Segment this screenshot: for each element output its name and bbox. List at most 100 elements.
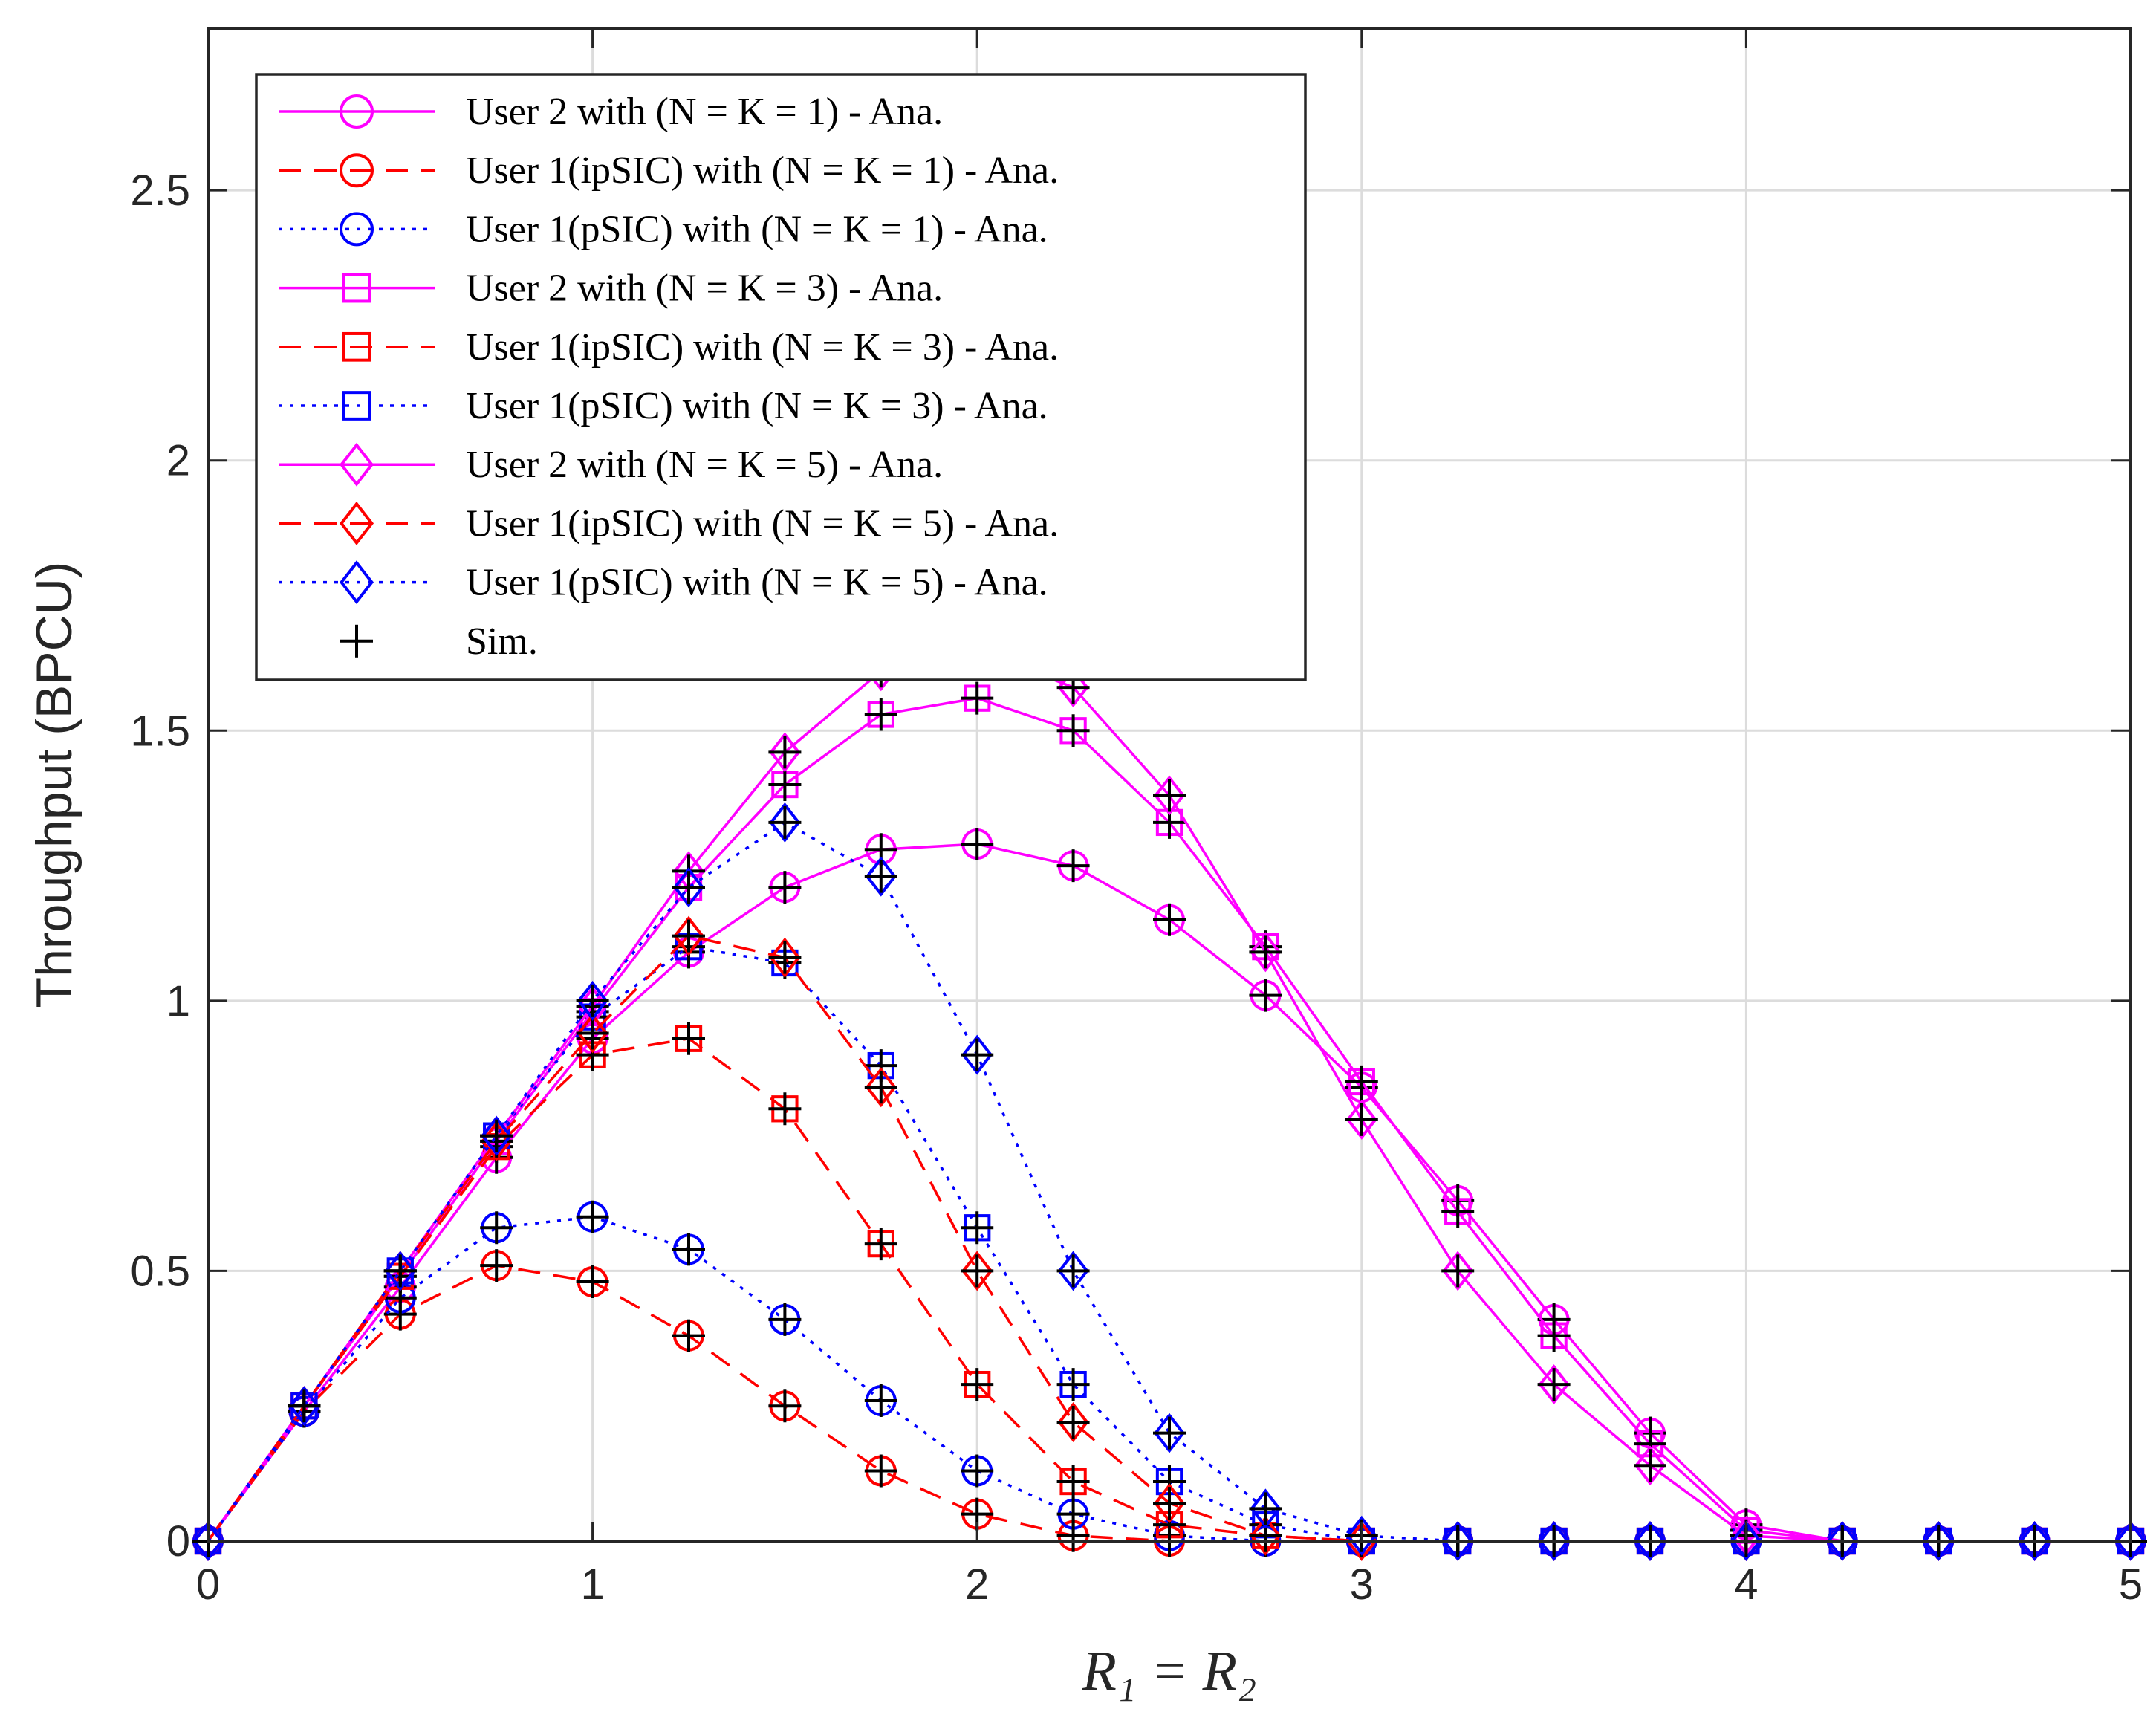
sim-point <box>864 1071 897 1104</box>
data-point-marker <box>1250 1515 1282 1556</box>
legend-marker <box>342 273 371 303</box>
legend-entry: User 1(pSIC) with (N = K = 3) - Ana. <box>279 385 1048 427</box>
data-point-marker <box>1153 775 1186 816</box>
sim-point <box>768 736 802 769</box>
sim-point <box>961 681 994 715</box>
legend-marker <box>340 212 374 247</box>
sim-point <box>1056 1497 1090 1531</box>
legend-label: User 2 with (N = K = 1) - Ana. <box>466 91 943 133</box>
data-point-marker <box>1442 1251 1474 1291</box>
sim-point <box>480 1249 513 1282</box>
data-point-marker <box>577 1013 608 1054</box>
legend-marker <box>342 331 371 362</box>
data-point-marker <box>1250 1488 1282 1529</box>
axes-box <box>207 27 2132 1543</box>
x-tick-label: 2 <box>965 1560 989 1609</box>
sim-point <box>864 1454 897 1488</box>
legend-entry: User 2 with (N = K = 1) - Ana. <box>279 91 943 133</box>
legend-marker <box>340 94 374 129</box>
sim-point <box>672 1022 705 1055</box>
legend-entry-sim: Sim. <box>340 620 538 663</box>
legend-label: User 1(ipSIC) with (N = K = 1) - Ana. <box>466 149 1059 192</box>
sim-point <box>1441 1254 1475 1288</box>
sim-point <box>672 1233 705 1266</box>
data-point-marker <box>769 937 801 978</box>
sim-point <box>961 1368 994 1401</box>
sim-point <box>768 1092 802 1126</box>
legend-marker <box>339 501 374 545</box>
sim-point <box>961 1454 994 1488</box>
x-tick-label: 0 <box>196 1560 220 1609</box>
data-point-marker <box>2019 1520 2051 1562</box>
legend-label: User 1(pSIC) with (N = K = 1) - Ana. <box>466 208 1048 250</box>
y-tick-label: 2 <box>166 437 190 485</box>
legend-label: User 1(pSIC) with (N = K = 3) - Ana. <box>466 385 1048 427</box>
legend-label: User 1(ipSIC) with (N = K = 3) - Ana. <box>466 326 1059 369</box>
y-axis-label: Throughput (BPCU) <box>26 562 82 1008</box>
data-point-marker <box>1538 1520 1570 1562</box>
sim-point <box>864 698 897 731</box>
x-tick-label: 4 <box>1734 1560 1758 1609</box>
x-tick-label: 1 <box>580 1560 604 1609</box>
legend-box <box>255 73 1307 681</box>
legend-marker <box>340 153 374 188</box>
sim-point <box>576 1265 609 1298</box>
data-point-marker <box>1634 1520 1666 1562</box>
data-point-marker <box>1442 1520 1474 1562</box>
sim-point <box>480 1211 513 1245</box>
data-point-marker <box>1153 1483 1186 1524</box>
data-point-marker <box>1057 667 1089 708</box>
data-point-marker <box>1923 1520 1955 1562</box>
data-point-marker <box>672 867 705 908</box>
data-point-marker <box>1345 1099 1377 1140</box>
data-point-marker <box>1538 1364 1570 1405</box>
data-point-marker <box>1057 1251 1089 1291</box>
sim-point <box>1249 935 1282 969</box>
legend-marker <box>339 442 374 487</box>
legend-label: Sim. <box>466 620 538 663</box>
sim-point <box>383 1254 417 1288</box>
sim-point <box>768 871 802 904</box>
sim-point <box>1249 1492 1282 1525</box>
legend-label: User 2 with (N = K = 5) - Ana. <box>466 444 943 486</box>
data-point-marker <box>961 1251 993 1291</box>
data-point-marker <box>1153 1413 1186 1453</box>
legend-label: User 1(ipSIC) with (N = K = 5) - Ana. <box>466 502 1059 545</box>
x-tick-label: 3 <box>1350 1560 1374 1609</box>
x-axis-label: R₁ = R₂ <box>1082 1640 1257 1702</box>
legend-entry: User 2 with (N = K = 5) - Ana. <box>279 442 943 487</box>
legend-label: User 2 with (N = K = 3) - Ana. <box>466 267 943 310</box>
data-point-marker <box>769 802 801 843</box>
sim-point <box>672 1319 705 1352</box>
sim-point <box>1056 1406 1090 1439</box>
legend-entry: User 1(ipSIC) with (N = K = 1) - Ana. <box>279 149 1059 192</box>
data-point-marker <box>1730 1520 1762 1562</box>
sim-point <box>961 1211 994 1245</box>
sim-point <box>1634 1449 1666 1482</box>
data-point-marker <box>672 915 705 956</box>
sim-point <box>1153 779 1186 812</box>
data-point-marker <box>481 1115 513 1156</box>
sim-point <box>1345 1065 1378 1098</box>
sim-point <box>864 1228 897 1261</box>
sim-point <box>576 984 609 1017</box>
sim-point <box>576 1200 609 1233</box>
legend-entry: User 1(pSIC) with (N = K = 5) - Ana. <box>279 560 1048 605</box>
data-point-marker <box>1634 1445 1666 1486</box>
legend-label: User 1(pSIC) with (N = K = 5) - Ana. <box>466 562 1048 604</box>
sim-point <box>768 1389 802 1423</box>
sim-point <box>1537 1319 1571 1352</box>
sim-point <box>1441 1195 1475 1228</box>
axis-ticks: 0 1 2 3 4 5 0 0.5 1 1.5 2 2.5 <box>130 28 2143 1609</box>
data-point-marker <box>769 732 801 773</box>
data-point-marker <box>577 980 608 1021</box>
legend-entry: User 1(pSIC) with (N = K = 1) - Ana. <box>279 208 1048 250</box>
y-tick-label: 2.5 <box>130 166 190 215</box>
legend-marker <box>339 560 374 605</box>
sim-point <box>1153 1416 1186 1450</box>
sim-point <box>1056 849 1090 883</box>
sim-point <box>961 827 994 860</box>
sim-point <box>864 860 897 893</box>
sim-point <box>576 1016 609 1050</box>
